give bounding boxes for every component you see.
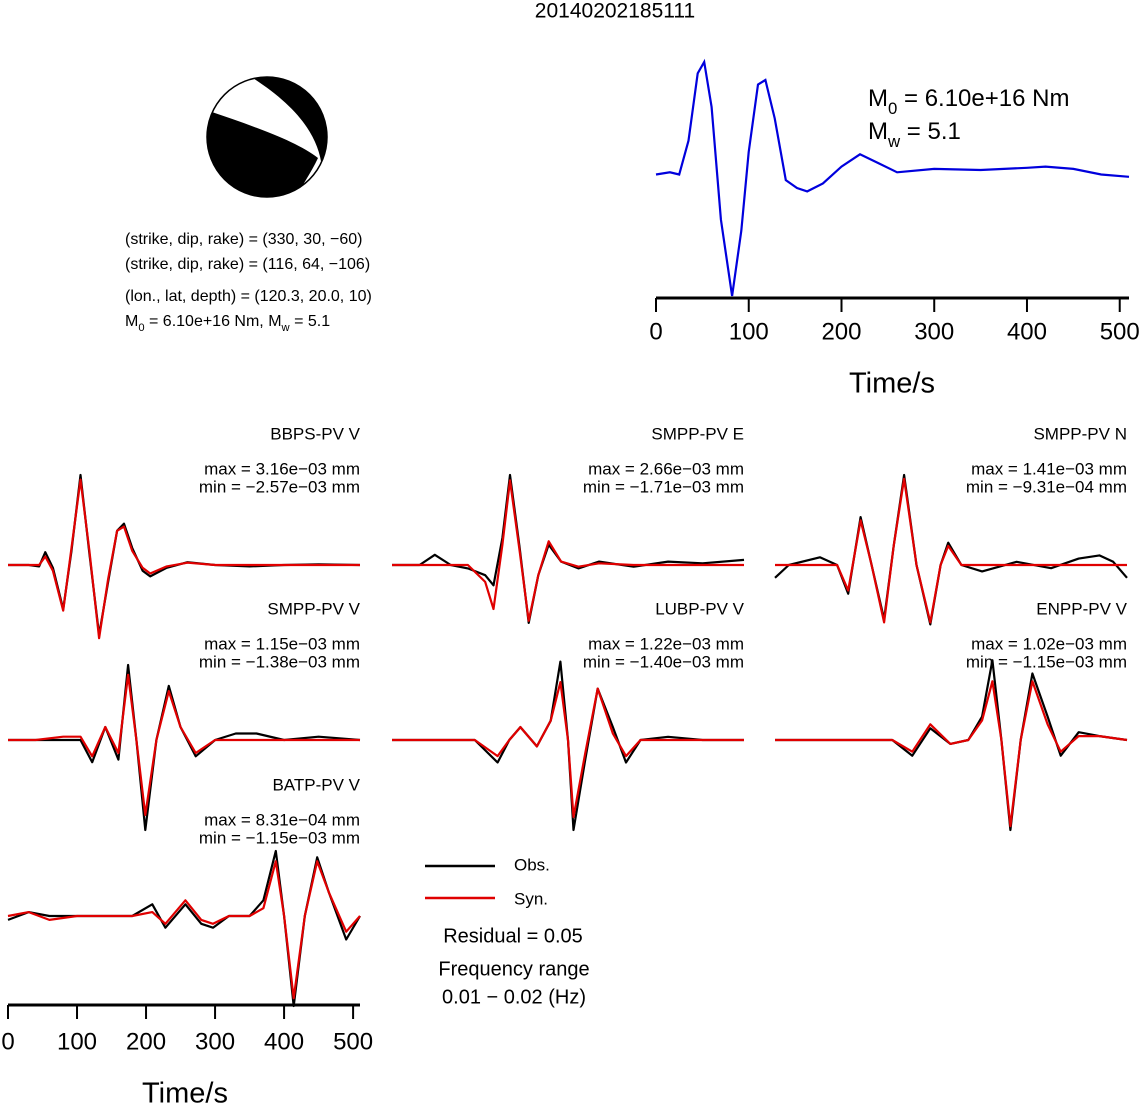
text-part: = 5.1 (900, 118, 961, 145)
mechanism-text: (strike, dip, rake) = (330, 30, −60) (125, 231, 362, 248)
panel-title: SMPP-PV N (1033, 424, 1127, 443)
legend: Obs. Syn. (425, 855, 550, 908)
panel-max: max = 1.41e−03 mm (971, 459, 1127, 478)
panel-min: min = −1.38e−03 mm (199, 652, 360, 671)
x-tick-label: 200 (126, 1028, 166, 1055)
mechanism-text: (strike, dip, rake) = (116, 64, −106) (125, 256, 370, 273)
x-tick-label: 0 (649, 318, 662, 345)
panel-min: min = −2.57e−03 mm (199, 477, 360, 496)
beachball-compression (207, 108, 318, 197)
x-tick-label: 0 (1, 1028, 14, 1055)
frequency-label: Frequency range (438, 958, 589, 980)
panel-max: max = 2.66e−03 mm (588, 459, 744, 478)
x-tick-label: 300 (914, 318, 954, 345)
synthetic-trace (8, 673, 360, 817)
x-tick-label: 400 (264, 1028, 304, 1055)
synthetic-trace (392, 479, 744, 622)
x-tick-label: 400 (1007, 318, 1047, 345)
figure-title: 20140202185111 (535, 0, 695, 23)
stf-moment: M0 = 6.10e+16 Nm (868, 85, 1069, 118)
x-tick-label: 100 (729, 318, 769, 345)
synthetic-trace (775, 477, 1127, 624)
panel-title: LUBP-PV V (655, 599, 744, 618)
panel-title: BATP-PV V (272, 775, 360, 794)
x-tick-label: 300 (195, 1028, 235, 1055)
beachball-outline (206, 76, 328, 198)
panel-min: min = −1.40e−03 mm (583, 652, 744, 671)
x-tick-label: 200 (821, 318, 861, 345)
observed-trace (775, 659, 1128, 832)
residual: Residual = 0.05 (443, 925, 583, 947)
text-part: = 6.10e+16 Nm (897, 85, 1069, 112)
mechanism-text: (lon., lat, depth) = (120.3, 20.0, 10) (125, 288, 372, 305)
panel-max: max = 1.15e−03 mm (204, 634, 360, 653)
observed-trace (8, 663, 361, 832)
panel-title: SMPP-PV V (267, 599, 360, 618)
text-part: 0 (888, 99, 897, 118)
stf-magnitude: Mw = 5.1 (868, 118, 961, 151)
frequency-range: 0.01 − 0.02 (Hz) (442, 986, 586, 1008)
x-tick-label: 500 (333, 1028, 373, 1055)
text-part: = 5.1 (290, 313, 331, 330)
panel-title: ENPP-PV V (1036, 599, 1127, 618)
x-tick-label: 500 (1100, 318, 1140, 345)
text-part: w (887, 132, 901, 151)
panel-max: max = 1.02e−03 mm (971, 634, 1127, 653)
panel-min: min = −9.31e−04 mm (966, 477, 1127, 496)
text-part: M (868, 118, 888, 145)
text-part: 0 (138, 322, 144, 334)
moment-text: M0 = 6.10e+16 Nm, Mw = 5.1 (125, 313, 330, 334)
legend-label: Syn. (514, 889, 548, 908)
synthetic-trace (7, 860, 361, 1000)
panel-min: min = −1.15e−03 mm (199, 828, 360, 847)
text-part: w (281, 322, 291, 334)
text-part: M (125, 313, 138, 330)
panel-min: min = −1.71e−03 mm (583, 477, 744, 496)
synthetic-trace (775, 680, 1128, 828)
synthetic-trace (8, 478, 360, 640)
source-time-function (655, 58, 1130, 297)
panel-title: BBPS-PV V (270, 424, 360, 443)
panel-min: min = −1.15e−03 mm (966, 652, 1127, 671)
x-axis-title: Time/s (142, 1078, 228, 1106)
text-part: M (868, 85, 888, 112)
synthetic-trace (392, 681, 744, 819)
observed-trace (7, 849, 361, 1008)
panel-max: max = 3.16e−03 mm (204, 459, 360, 478)
panel-max: max = 8.31e−04 mm (204, 810, 360, 829)
x-axis-title: Time/s (849, 368, 935, 400)
legend-label: Obs. (514, 855, 550, 874)
beachball (206, 76, 328, 198)
text-part: = 6.10e+16 Nm, M (145, 313, 282, 330)
x-tick-label: 100 (57, 1028, 97, 1055)
panel-max: max = 1.22e−03 mm (588, 634, 744, 653)
panel-title: SMPP-PV E (651, 424, 744, 443)
